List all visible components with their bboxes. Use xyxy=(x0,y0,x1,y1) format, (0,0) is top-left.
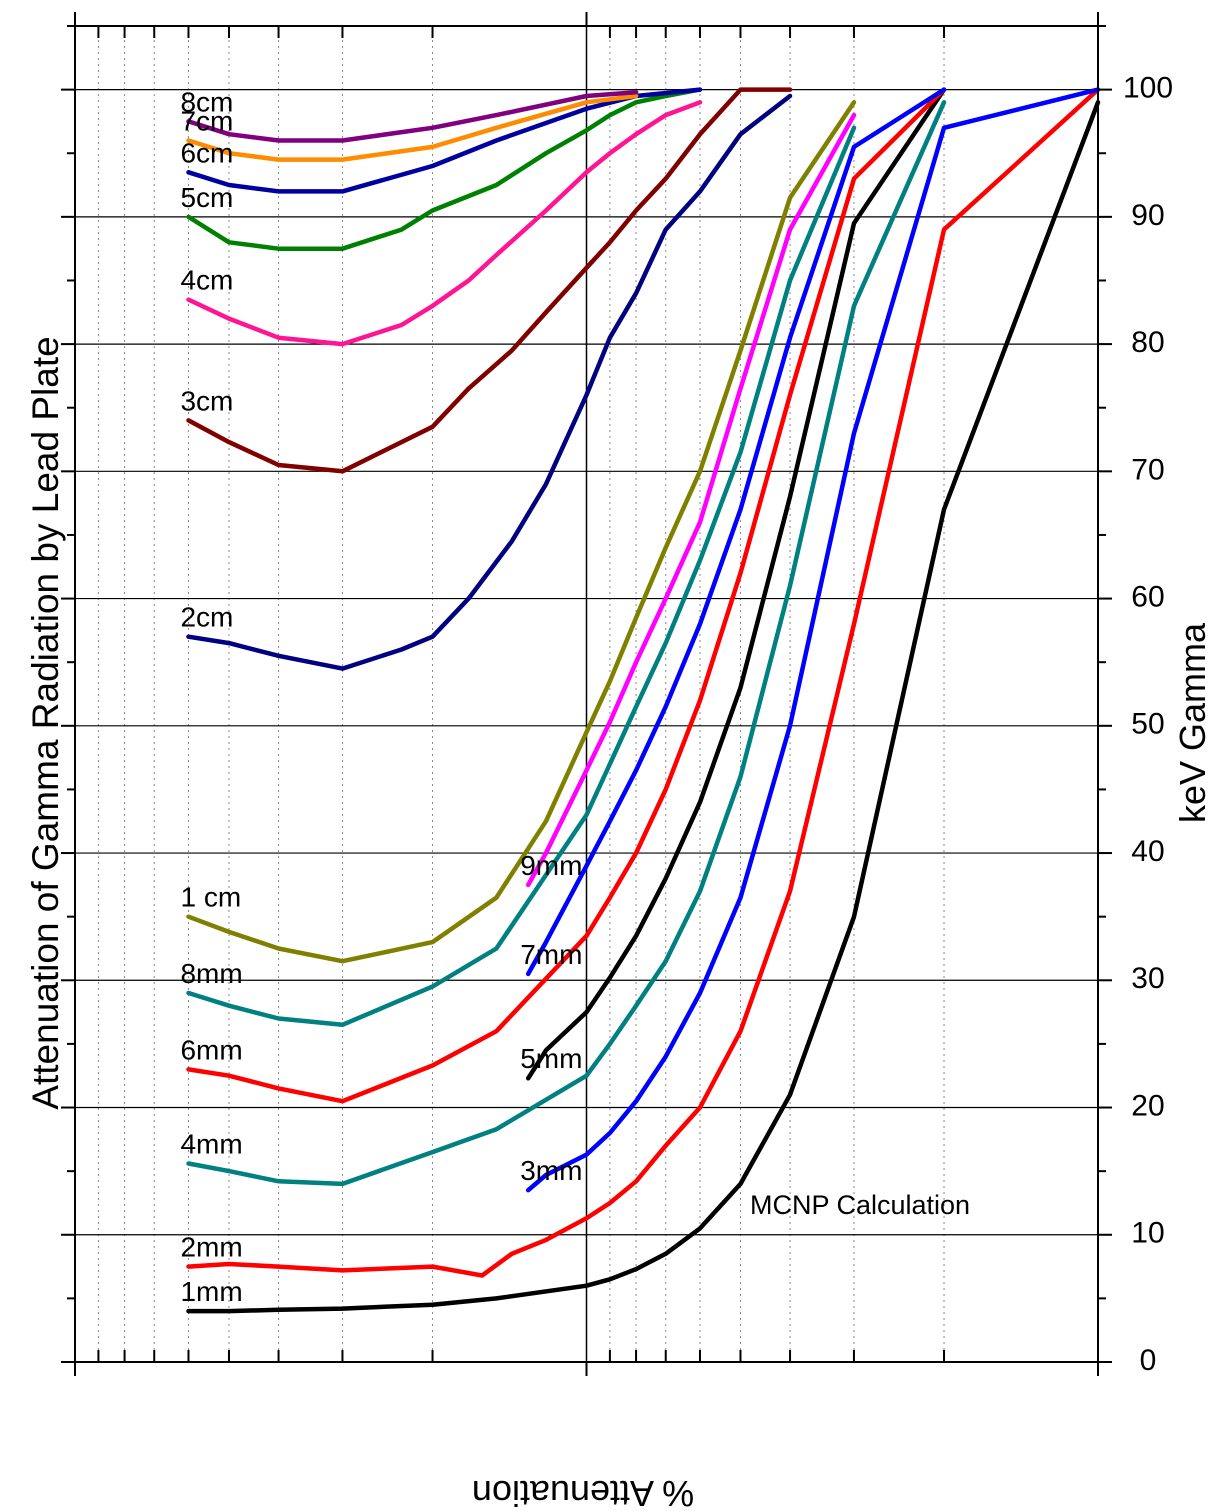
y-tick-label: 70 xyxy=(1131,453,1164,486)
curve-label-6mm: 6mm xyxy=(180,1034,242,1065)
series-line-7cm xyxy=(186,93,639,162)
series-line-3cm xyxy=(186,87,793,474)
curve-label-2mm: 2mm xyxy=(180,1232,242,1263)
curve-label-7mm: 7mm xyxy=(520,939,582,970)
curve-label-6cm: 6cm xyxy=(180,137,233,168)
y-tick-label: 20 xyxy=(1131,1089,1164,1122)
series-line-7mm xyxy=(525,87,947,977)
curve-label-3mm: 3mm xyxy=(520,1155,582,1186)
curve-label-4mm: 4mm xyxy=(180,1129,242,1160)
y-tick-label: 50 xyxy=(1131,708,1164,741)
series-line-6mm xyxy=(186,87,947,1104)
series-line-1cm xyxy=(186,100,857,964)
curve-label-1mm: 1mm xyxy=(180,1276,242,1307)
y-tick-label: 90 xyxy=(1131,199,1164,232)
curve-label-7cm: 7cm xyxy=(180,106,233,137)
curve-label-8mm: 8mm xyxy=(180,958,242,989)
y-tick-label: 0 xyxy=(1140,1344,1157,1377)
y-axis-title: % Attenuation xyxy=(472,1473,694,1511)
series-line-1mm xyxy=(186,100,1101,1314)
curve-label-8cm: 8cm xyxy=(180,86,233,117)
y-tick-label: 30 xyxy=(1131,962,1164,995)
series-line-4cm xyxy=(186,100,703,347)
series-line-2mm xyxy=(186,87,1101,1278)
curve-labels: 1mm 2mm 3mm 4mm 5mm 6mm 7mm 8mm 9mm 1 cm 2cm 3cm 4cm… xyxy=(180,86,582,1307)
series-line-5mm xyxy=(525,87,947,1081)
x-tick-label: 100 xyxy=(1073,0,1123,3)
series-layer xyxy=(186,87,1101,1314)
y-tick-label: 40 xyxy=(1131,835,1164,868)
series-line-2cm xyxy=(186,93,793,671)
x-tick-label: 10000 xyxy=(33,0,116,3)
curve-label-3cm: 3cm xyxy=(180,385,233,416)
y-tick-label: 10 xyxy=(1131,1217,1164,1250)
curve-label-9mm: 9mm xyxy=(520,850,582,881)
tick-labels: 100 1000 10000 0 10 20 30 40 50 60 70 80 90 100 xyxy=(33,0,1173,1377)
y-tick-label: 60 xyxy=(1131,580,1164,613)
y-tick-label: 100 xyxy=(1123,72,1173,105)
series-line-3mm xyxy=(525,87,1101,1193)
curve-label-5mm: 5mm xyxy=(520,1043,582,1074)
series-line-8mm xyxy=(186,125,857,1028)
curve-label-4cm: 4cm xyxy=(180,265,233,296)
x-axis-title: keV Gamma xyxy=(1172,622,1213,823)
chart-title: Attenuation of Gamma Radiation by Lead P… xyxy=(25,336,66,1109)
x-tick-label: 1000 xyxy=(553,0,620,3)
series-line-5cm xyxy=(186,87,703,251)
series-line-8cm xyxy=(186,89,639,143)
curve-label-2cm: 2cm xyxy=(180,602,233,633)
series-line-9mm xyxy=(525,112,857,888)
series-line-4mm xyxy=(186,100,947,1187)
curve-label-1cm: 1 cm xyxy=(180,882,241,913)
annotation-text: MCNP Calculation xyxy=(750,1190,970,1220)
plot-area: 100 1000 10000 0 10 20 30 40 50 60 70 80 90 100 1mm 2m… xyxy=(33,0,1173,1377)
axis-ticks xyxy=(61,12,1112,1376)
curve-label-5cm: 5cm xyxy=(180,182,233,213)
y-tick-label: 80 xyxy=(1131,326,1164,359)
